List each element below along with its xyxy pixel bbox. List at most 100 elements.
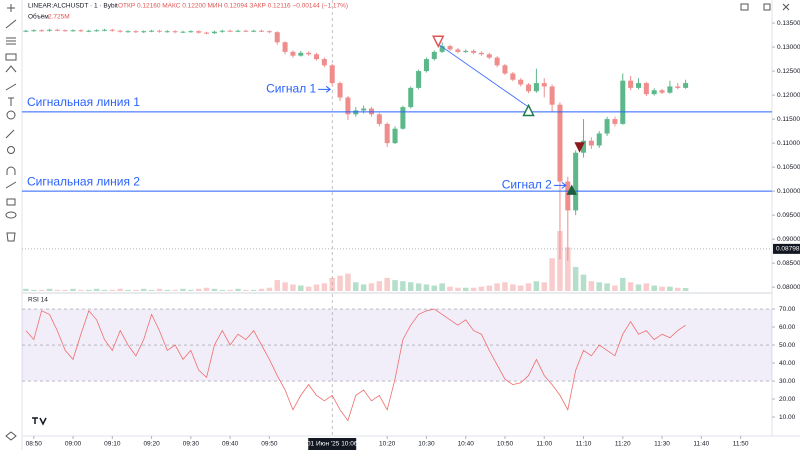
volume-bar [258, 288, 265, 291]
candle-body [337, 83, 343, 98]
rsi-title: RSI 14 [28, 297, 48, 304]
volume-bar [635, 284, 642, 291]
candle-body [313, 54, 320, 60]
maximize-icon[interactable] [763, 3, 771, 11]
candle-body [596, 133, 602, 146]
volume-bar [38, 289, 45, 291]
time-tick-label: 09:20 [143, 441, 160, 448]
crosshair-label-bg [308, 438, 357, 450]
candle-body [172, 31, 178, 33]
lock-tool[interactable] [6, 198, 16, 206]
volume-bar [596, 282, 602, 291]
volume-bar [643, 283, 650, 291]
volume-bar [93, 288, 100, 291]
candle-body [156, 30, 162, 32]
time-tick-label: 10:50 [497, 441, 514, 448]
time-tick-label: 08:50 [26, 441, 43, 448]
rsi-tick-label: 20.00 [779, 396, 796, 403]
rsi-tick-label: 60.00 [779, 324, 796, 331]
time-tick-label: 09:40 [222, 441, 239, 448]
volume-bar [133, 289, 139, 291]
signal-marker [522, 103, 535, 117]
visibility-tool[interactable] [5, 211, 17, 219]
volume-bar [565, 247, 571, 291]
volume-bar [392, 280, 398, 291]
candle-body [149, 30, 155, 32]
candle-body [62, 30, 68, 32]
candle-body [219, 30, 225, 32]
text-tool[interactable] [8, 97, 14, 106]
candle-body [211, 31, 217, 34]
volume-bar [86, 289, 92, 291]
volume-value: 2.725M [48, 14, 70, 21]
volume-bar [407, 282, 414, 291]
price-marker-bg [773, 243, 800, 254]
price-tick-label: 0.09500 [777, 212, 800, 219]
price-tick-label: 0.12500 [777, 68, 800, 75]
signal-label: Сигнал 1 [266, 82, 316, 96]
layers-tool[interactable] [5, 431, 17, 441]
volume-bar [588, 281, 595, 291]
volume-bar [612, 285, 618, 291]
volume-bar [23, 288, 29, 291]
signal-marker [574, 142, 585, 153]
volume-bar [180, 288, 186, 291]
volume-bar [321, 283, 328, 291]
volume-bar [455, 287, 461, 291]
candle-body [282, 42, 288, 52]
volume-bar [62, 289, 68, 291]
candle-body [573, 152, 579, 211]
volume-bar [195, 288, 202, 291]
ruler-tool[interactable] [5, 129, 15, 139]
settings-icon[interactable] [740, 3, 749, 11]
candle-body [31, 30, 37, 32]
draw-mode-tool[interactable] [5, 181, 17, 189]
candle-body [321, 59, 327, 66]
candle-body [290, 51, 296, 56]
volume-bar [572, 267, 579, 291]
volume-bar [298, 285, 304, 291]
time-tick-label: 11:40 [693, 441, 709, 448]
forecast-tool[interactable] [5, 65, 17, 73]
volume-bar [447, 286, 453, 291]
time-tick-label: 09:30 [183, 441, 200, 448]
price-tick-label: 0.11500 [777, 116, 800, 123]
volume-bar [305, 286, 312, 291]
zoom-tool[interactable] [7, 146, 15, 154]
candle-body [329, 65, 335, 84]
volume-bar [510, 284, 516, 291]
candle-body [557, 104, 563, 182]
trendline-tool[interactable] [5, 19, 17, 29]
candle-body [125, 31, 131, 33]
volume-bar [188, 289, 194, 291]
magnet-tool[interactable] [6, 166, 16, 175]
volume-bar [667, 286, 673, 291]
candle-body [471, 50, 477, 53]
volume-bar [415, 283, 422, 291]
delete-tool[interactable] [6, 232, 16, 242]
volume-bar [227, 289, 233, 291]
candle-body [494, 57, 500, 66]
left-toolbar [5, 0, 23, 450]
fib-tool[interactable] [6, 37, 16, 45]
volume-bar [54, 289, 61, 291]
signal-marker [566, 184, 577, 195]
crosshair-tool[interactable] [7, 4, 15, 12]
volume-bar [682, 288, 689, 291]
candle-body [455, 49, 461, 52]
emoji-tool[interactable] [6, 110, 16, 120]
trend-line [438, 43, 529, 108]
pattern-tool[interactable] [5, 53, 17, 61]
close-icon[interactable] [782, 3, 790, 11]
candle-body [565, 181, 571, 211]
candle-body [204, 32, 210, 34]
volume-bar [70, 288, 76, 291]
signal-line-label: Сигнальная линия 2 [27, 174, 140, 188]
volume-bar [384, 277, 390, 291]
candle-body [447, 46, 453, 50]
shape-tool[interactable] [5, 83, 17, 91]
rsi-line [25, 308, 686, 422]
volume-bar [203, 287, 210, 291]
volume-bar [620, 277, 626, 291]
volume-bar [360, 284, 367, 291]
